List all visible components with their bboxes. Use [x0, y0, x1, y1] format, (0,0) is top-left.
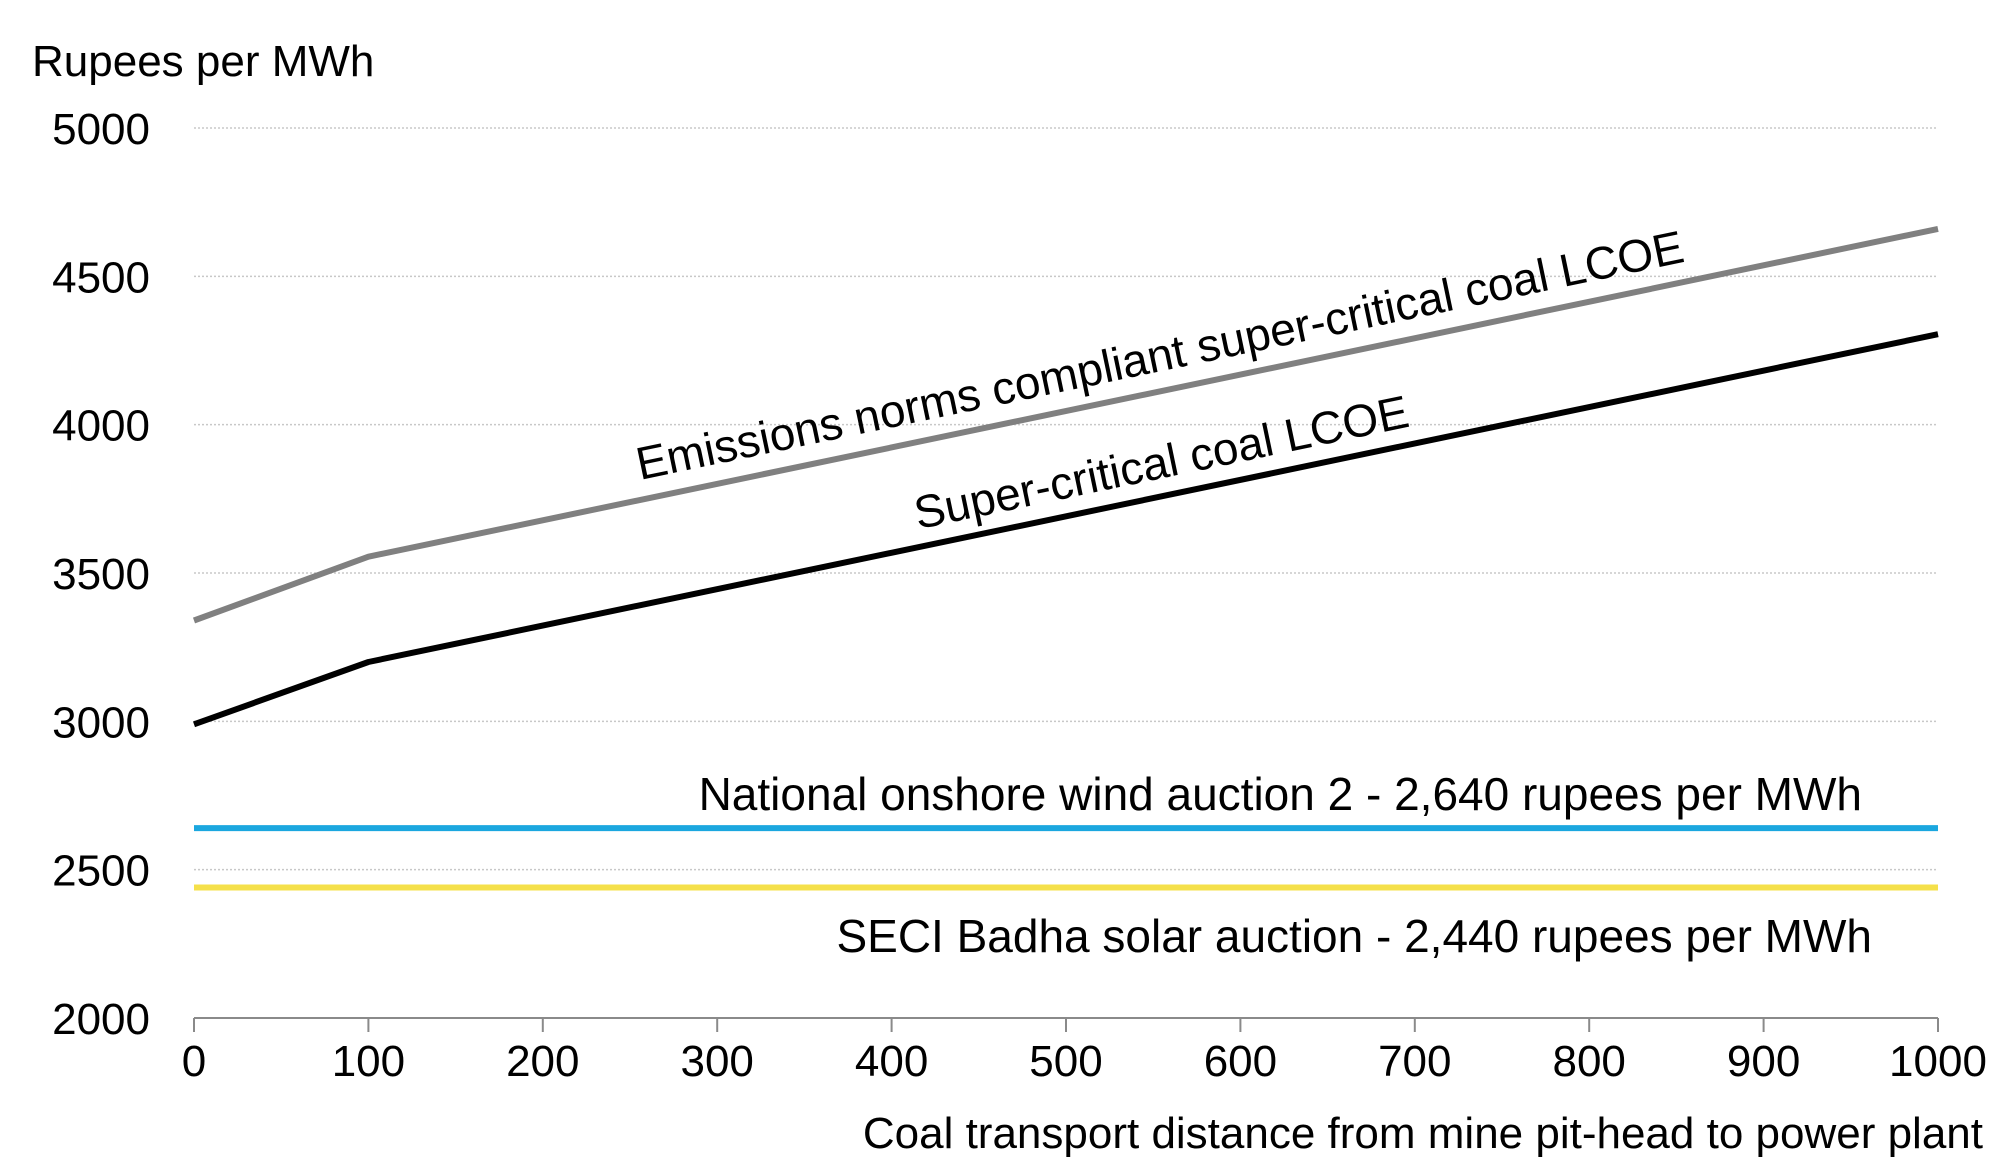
y-tick-label-3000: 3000 [52, 698, 150, 747]
gridlines [194, 127, 1938, 871]
x-tick-label-700: 700 [1378, 1037, 1451, 1086]
x-tick-label-800: 800 [1552, 1037, 1625, 1086]
y-tick-label-4000: 4000 [52, 402, 150, 451]
y-axis-title: Rupees per MWh [32, 37, 374, 86]
x-tick-label-100: 100 [332, 1037, 405, 1086]
x-tick-label-200: 200 [506, 1037, 579, 1086]
x-axis-title: Coal transport distance from mine pit-he… [863, 1109, 1983, 1158]
x-tick-label-1000: 1000 [1889, 1037, 1987, 1086]
x-tick-label-900: 900 [1727, 1037, 1800, 1086]
wind-auction-label: National onshore wind auction 2 - 2,640 … [699, 768, 1862, 820]
x-tick-label-600: 600 [1204, 1037, 1277, 1086]
x-tick-label-500: 500 [1029, 1037, 1102, 1086]
y-tick-label-2000: 2000 [52, 995, 150, 1044]
x-tick-label-0: 0 [182, 1037, 206, 1086]
y-tick-label-4500: 4500 [52, 253, 150, 302]
y-tick-label-5000: 5000 [52, 105, 150, 154]
solar-auction-label: SECI Badha solar auction - 2,440 rupees … [836, 910, 1872, 962]
y-tick-label-3500: 3500 [52, 550, 150, 599]
super-critical-coal-line [192, 331, 1939, 728]
axes [193, 1017, 1939, 1032]
x-tick-label-300: 300 [680, 1037, 753, 1086]
x-tick-label-400: 400 [855, 1037, 928, 1086]
tick-labels: 2000 2500 3000 3500 4000 4500 5000 0 100 200 300 40… [52, 105, 1987, 1086]
series-lines [192, 225, 1939, 891]
y-tick-label-2500: 2500 [52, 847, 150, 896]
emissions-compliant-coal-line [192, 225, 1939, 624]
series-labels: Emissions norms compliant super-critical… [631, 220, 1872, 962]
